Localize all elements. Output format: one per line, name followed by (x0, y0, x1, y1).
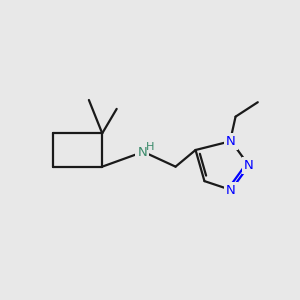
Text: N: N (226, 135, 236, 148)
Text: N: N (226, 184, 236, 196)
Text: H: H (146, 142, 154, 152)
Text: N: N (137, 146, 147, 159)
Text: N: N (244, 159, 254, 172)
